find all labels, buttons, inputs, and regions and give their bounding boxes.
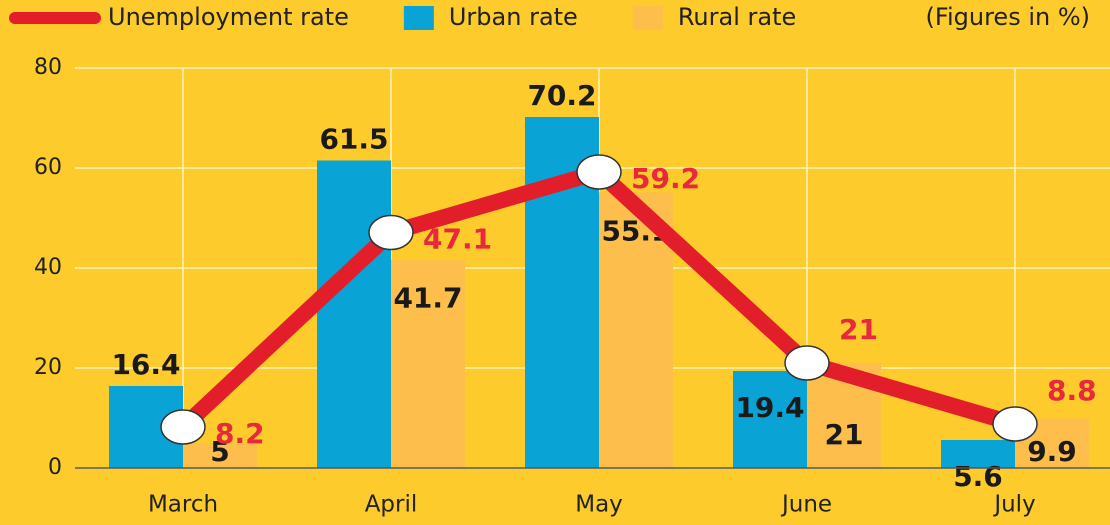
line-value-label: 8.8 (1047, 374, 1097, 407)
bar-value-label: 5 (210, 435, 229, 468)
y-tick-label: 40 (34, 255, 62, 280)
line-value-label: 47.1 (423, 223, 492, 256)
line-value-label: 59.2 (631, 162, 700, 195)
x-tick-label: July (992, 492, 1035, 518)
legend-label: Urban rate (449, 3, 578, 31)
bar (941, 440, 1015, 468)
bar-value-label: 70.2 (527, 79, 596, 112)
bar-value-label: 5.6 (953, 460, 1003, 493)
line-marker (784, 345, 830, 381)
legend-swatch (403, 6, 434, 30)
x-tick-label: June (780, 492, 832, 518)
legend-label: Unemployment rate (108, 3, 349, 31)
y-tick-label: 60 (34, 155, 62, 180)
bar (317, 160, 391, 468)
bar-value-label: 9.9 (1027, 435, 1077, 468)
bar-value-label: 21 (825, 418, 864, 451)
y-tick-label: 0 (48, 455, 62, 480)
x-tick-label: March (148, 492, 218, 518)
y-tick-label: 80 (34, 55, 62, 80)
bar-value-label: 41.7 (393, 282, 462, 315)
bar-value-label: 19.4 (735, 391, 804, 424)
x-tick-label: April (365, 492, 418, 518)
x-tick-label: May (575, 492, 623, 518)
bar (183, 443, 257, 468)
note: (Figures in %) (926, 3, 1090, 31)
y-tick-label: 20 (34, 355, 62, 380)
bar (733, 371, 807, 468)
bar-value-label: 16.4 (111, 348, 180, 381)
bar-value-label: 61.5 (319, 123, 388, 156)
legend-swatch (632, 6, 663, 30)
line-value-label: 21 (839, 313, 878, 346)
bar (391, 259, 465, 468)
line-marker (368, 214, 414, 251)
line-marker (160, 409, 206, 445)
line-marker (576, 154, 622, 190)
line-value-label: 8.2 (215, 417, 265, 450)
legend-label: Rural rate (678, 3, 796, 31)
line-marker (992, 406, 1038, 442)
